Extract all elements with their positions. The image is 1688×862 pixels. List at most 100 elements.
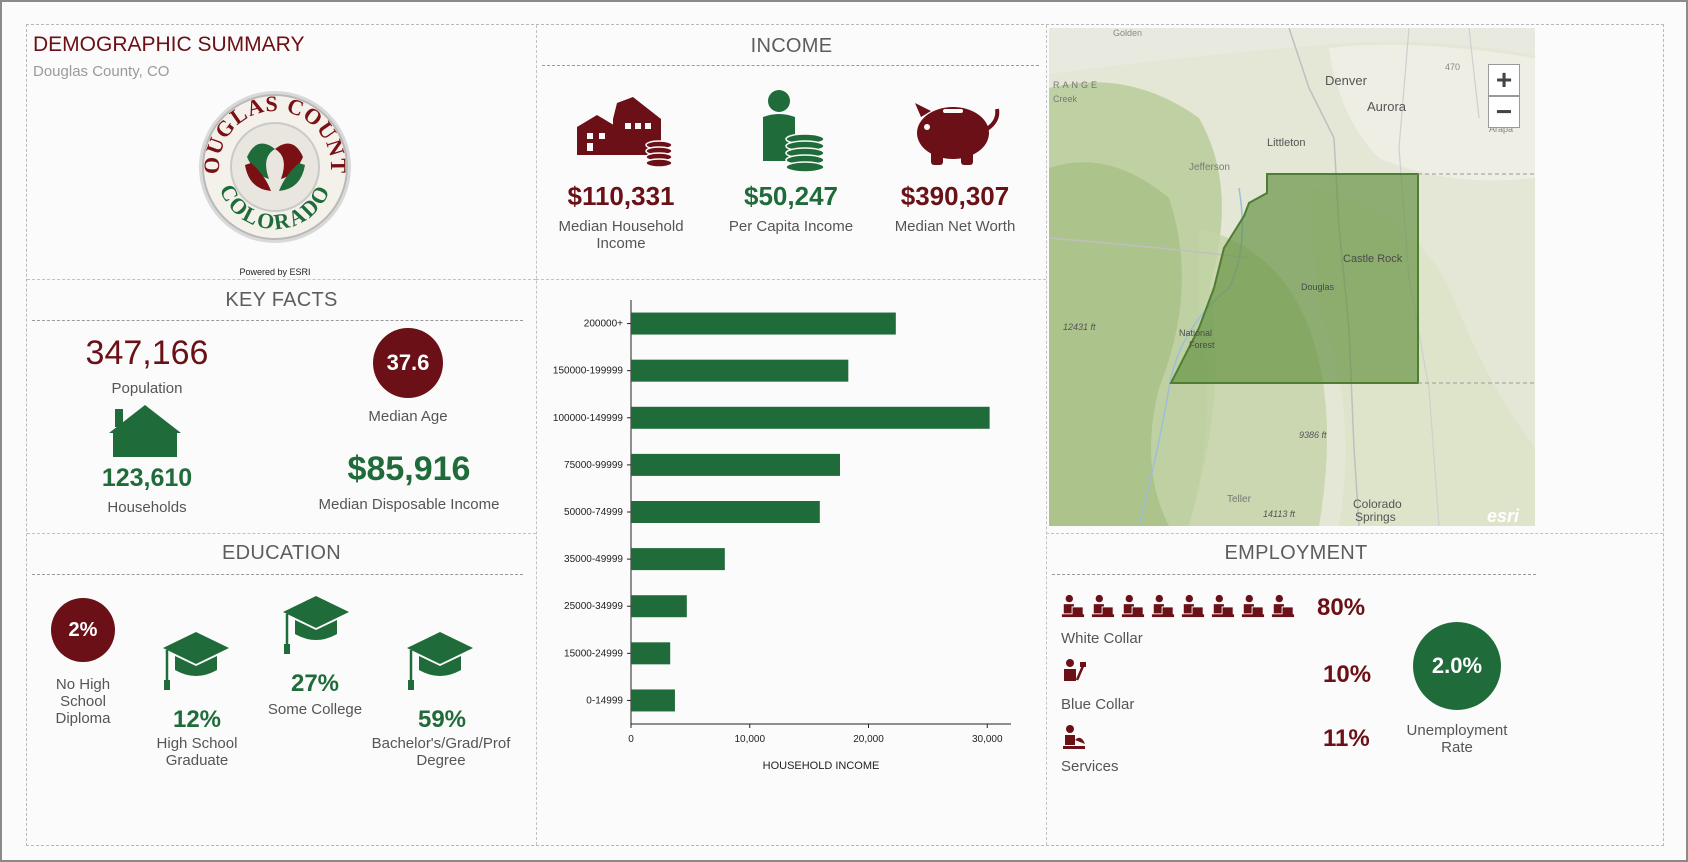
employment-title: EMPLOYMENT: [1224, 542, 1368, 564]
chart-bar: [631, 453, 840, 476]
chart-category-label: 150000-199999: [553, 366, 624, 377]
map-label-springs: Springs: [1355, 510, 1396, 524]
office-worker-icon: [1271, 594, 1295, 618]
office-worker-icon: [1151, 594, 1175, 618]
graduation-cap-icon: [283, 596, 349, 654]
income-title: INCOME: [750, 35, 833, 57]
graduation-cap-icon: [407, 632, 473, 690]
map-label-elevation-3: 14113 ft: [1263, 509, 1295, 519]
median-disposable-income-label: Median Disposable Income: [318, 496, 500, 513]
households-value: 123,610: [101, 464, 193, 492]
no-high-school-badge: 2%: [51, 598, 115, 662]
dashboard: DEMOGRAPHIC SUMMARY Douglas County, CO D…: [26, 24, 1664, 846]
zoom-out-button[interactable]: −: [1488, 96, 1520, 128]
graduation-cap-icon: [163, 632, 229, 690]
chart-x-tick-label: 20,000: [853, 734, 884, 745]
office-worker-icon: [1091, 594, 1115, 618]
map-label-golden: Golden: [1113, 28, 1142, 38]
map-label-range: RANGE: [1053, 80, 1100, 90]
chart-x-tick-label: 30,000: [972, 734, 1003, 745]
median-household-income-value: $110,331: [567, 181, 675, 211]
map-label-aurora: Aurora: [1367, 99, 1407, 114]
chart-category-label: 200000+: [584, 319, 623, 330]
chart-bar: [631, 548, 725, 571]
chart-bar: [631, 359, 849, 382]
powered-by-label: Powered by ESRI: [239, 267, 311, 277]
chart-category-label: 75000-99999: [564, 460, 623, 471]
house-coins-icon: [577, 97, 673, 167]
summary-panel: DEMOGRAPHIC SUMMARY Douglas County, CO D…: [27, 25, 536, 279]
population-value: 347,166: [85, 334, 209, 372]
chart-bar: [631, 406, 990, 429]
map-label-arapa: Arapa: [1489, 124, 1513, 134]
county-map[interactable]: Denver Aurora Littleton Jefferson Castle…: [1049, 28, 1535, 526]
chart-bar: [631, 501, 820, 523]
median-disposable-income-value: $85,916: [347, 450, 471, 488]
household-income-chart: 200000+ 150000-199999 100000-149999 75000-9…: [553, 300, 1011, 772]
chart-category-label: 35000-49999: [564, 554, 623, 565]
office-worker-icon: [1211, 594, 1235, 618]
map-label-teller: Teller: [1227, 494, 1252, 505]
white-collar-icon-row: [1061, 594, 1301, 624]
median-net-worth-label: Median Net Worth: [894, 218, 1016, 235]
map-label-highway: 470: [1445, 62, 1460, 72]
household-income-chart-panel: 200000+ 150000-199999 100000-149999 75000-9…: [537, 280, 1046, 845]
county-seal-logo: DOUGLAS COUNTY COLORADO: [195, 87, 351, 243]
households-label: Households: [107, 499, 187, 516]
median-net-worth-value: $390,307: [900, 181, 1010, 211]
office-worker-icon: [1121, 594, 1145, 618]
map-label-jefferson: Jefferson: [1189, 162, 1230, 173]
map-label-littleton: Littleton: [1267, 137, 1306, 149]
person-coins-icon: [763, 90, 825, 173]
map-label-creek: Creek: [1053, 94, 1078, 104]
high-school-value: 12%: [172, 706, 222, 733]
chart-bar: [631, 689, 675, 712]
employment-panel: EMPLOYMENT 80% White Collar 10% Blue Col…: [1047, 534, 1663, 845]
esri-attribution: esri: [1487, 506, 1520, 526]
median-age-label: Median Age: [368, 408, 448, 425]
office-worker-icon: [1241, 594, 1265, 618]
chart-bar: [631, 642, 671, 665]
page-subtitle: Douglas County, CO: [33, 63, 170, 80]
chart-category-label: 25000-34999: [564, 601, 623, 612]
education-panel: EDUCATION 2% No High School Diploma 12% …: [27, 534, 536, 845]
per-capita-income-value: $50,247: [744, 181, 838, 211]
chart-bar: [631, 595, 687, 618]
some-college-value: 27%: [290, 670, 340, 697]
chart-category-label: 15000-24999: [564, 648, 623, 659]
white-collar-label: White Collar: [1061, 630, 1143, 647]
map-label-forest: Forest: [1189, 340, 1215, 350]
chart-category-label: 50000-74999: [564, 507, 623, 518]
map-label-douglas: Douglas: [1301, 282, 1335, 292]
key-facts-panel: KEY FACTS 347,166 Population 37.6 Median…: [27, 280, 536, 533]
bachelor-degree-value: 59%: [417, 706, 467, 733]
chart-x-axis-title: HOUSEHOLD INCOME: [763, 760, 880, 772]
chart-bar: [631, 312, 896, 335]
blue-collar-value: 10%: [1323, 661, 1372, 688]
median-household-income-label: Median Household Income: [558, 218, 684, 252]
chart-category-label: 100000-149999: [553, 413, 624, 424]
office-worker-icon: [1181, 594, 1205, 618]
map-panel[interactable]: Denver Aurora Littleton Jefferson Castle…: [1049, 28, 1535, 526]
per-capita-income-label: Per Capita Income: [728, 218, 854, 235]
median-age-badge: 37.6: [373, 328, 443, 398]
office-worker-icon: [1061, 594, 1085, 618]
piggy-bank-icon: [915, 103, 1000, 165]
map-label-colorado: Colorado: [1353, 497, 1402, 511]
zoom-in-button[interactable]: +: [1488, 64, 1520, 96]
some-college-label: Some College: [267, 701, 363, 718]
high-school-label: High School Graduate: [156, 735, 238, 769]
education-title: EDUCATION: [222, 542, 341, 564]
no-high-school-label: No High School Diploma: [55, 676, 111, 727]
map-label-national: National: [1179, 328, 1212, 338]
chart-x-tick-label: 0: [628, 734, 634, 745]
map-label-denver: Denver: [1325, 73, 1368, 88]
chart-x-tick-label: 10,000: [734, 734, 765, 745]
white-collar-value: 80%: [1317, 594, 1366, 621]
key-facts-title: KEY FACTS: [225, 289, 338, 311]
unemployment-rate-badge: 2.0%: [1413, 622, 1501, 710]
income-panel: INCOME: [537, 25, 1046, 279]
map-label-elevation-2: 9386 ft: [1299, 430, 1327, 440]
page-title: DEMOGRAPHIC SUMMARY: [33, 33, 305, 56]
services-value: 11%: [1323, 725, 1370, 752]
